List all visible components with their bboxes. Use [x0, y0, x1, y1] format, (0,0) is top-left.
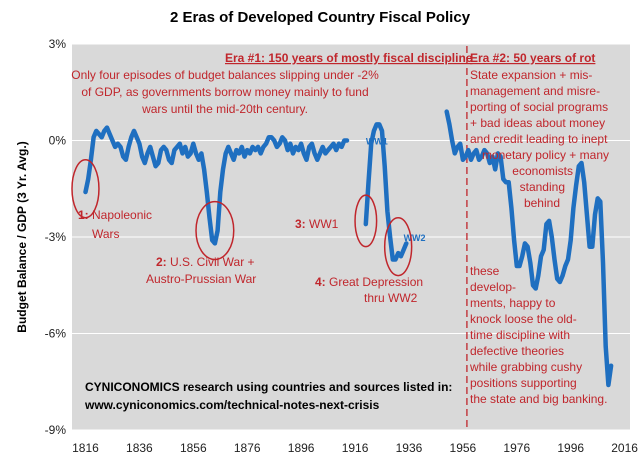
- gridlines: [72, 43, 630, 431]
- era1-line-3: wars until the mid-20th century.: [141, 102, 308, 116]
- x-tick-label: 1836: [126, 441, 153, 455]
- era2-line-3: porting of social programs: [470, 100, 608, 114]
- era2-line-13: knock loose the old-: [470, 312, 577, 326]
- episode-2-label: 2: U.S. Civil War +: [156, 255, 255, 269]
- y-axis-label: Budget Balance / GDP (3 Yr. Avg.): [15, 141, 29, 332]
- x-axis-ticks: 1816 1836 1856 1876 1896 1916 1936 1956 1976 1996…: [72, 441, 638, 455]
- episode-1-label-line-2: Wars: [92, 227, 120, 241]
- highlight-circle: [71, 159, 100, 219]
- era2-line-1: State expansion + mis-: [470, 68, 592, 82]
- era2-line-15: defective theories: [470, 344, 564, 358]
- x-tick-label: 1856: [180, 441, 207, 455]
- chart-title: 2 Eras of Developed Country Fiscal Polic…: [170, 9, 471, 26]
- x-tick-label: 1936: [396, 441, 423, 455]
- x-tick-label: 1876: [234, 441, 261, 455]
- episode-1-label: 1: Napoleonic: [78, 208, 152, 222]
- series-label: WW2: [404, 233, 426, 243]
- series-label: WW1: [366, 137, 388, 147]
- x-tick-label: 1916: [342, 441, 369, 455]
- era1-line-1: Only four episodes of budget balances sl…: [71, 68, 379, 82]
- era2-line-2: management and misre-: [470, 84, 600, 98]
- budget-balance-series: WW1 WW2: [83, 109, 614, 388]
- y-tick-label: 0%: [49, 134, 67, 148]
- era2-line-17: positions supporting: [470, 376, 577, 390]
- x-tick-label: 2016: [611, 441, 638, 455]
- era2-line-4: + bad ideas about money: [470, 116, 605, 130]
- y-tick-label: 3%: [49, 37, 67, 51]
- source-note-line-1: CYNICONOMICS research using countries an…: [85, 380, 452, 394]
- era2-line-18: the state and big banking.: [470, 392, 607, 406]
- highlight-circle: [383, 216, 413, 277]
- x-tick-label: 1896: [288, 441, 315, 455]
- y-tick-label: -3%: [45, 230, 67, 244]
- budget-balance-line: [83, 125, 350, 246]
- era2-line-5: and credit leading to inept: [470, 132, 608, 146]
- y-tick-label: -9%: [45, 423, 67, 437]
- era2-line-10: these: [470, 264, 500, 278]
- era2-line-12: ments, happy to: [470, 296, 556, 310]
- era2-line-6: monetary policy + many: [482, 148, 609, 162]
- era1-line-2: of GDP, as governments borrow money main…: [81, 85, 368, 99]
- x-tick-label: 1816: [72, 441, 99, 455]
- era2-line-11: develop-: [470, 280, 516, 294]
- y-axis-ticks: 3% 0% -3% -6% -9%: [45, 37, 67, 437]
- episode-4-label-line-2: thru WW2: [364, 291, 418, 305]
- era2-line-8: standing: [520, 180, 565, 194]
- episode-2-label-line-2: Austro-Prussian War: [146, 272, 256, 286]
- era2-line-7: economists: [512, 164, 573, 178]
- era2-heading: Era #2: 50 years of rot: [470, 51, 595, 65]
- y-tick-label: -6%: [45, 327, 67, 341]
- episode-circles: [71, 159, 413, 277]
- era2-line-16: while grabbing cushy: [469, 360, 582, 374]
- budget-balance-line: [444, 109, 614, 388]
- era2-line-9: behind: [524, 196, 560, 210]
- episode-4-label: 4: Great Depression: [315, 275, 423, 289]
- episode-3-label: 3: WW1: [295, 217, 339, 231]
- era2-line-14: time discipline with: [470, 328, 570, 342]
- x-tick-label: 1976: [503, 441, 530, 455]
- highlight-circle: [354, 194, 378, 248]
- x-tick-label: 1996: [557, 441, 584, 455]
- era1-heading: Era #1: 150 years of mostly fiscal disci…: [225, 51, 473, 65]
- budget-balance-line: [363, 122, 409, 262]
- highlight-circle: [195, 200, 235, 261]
- x-tick-label: 1956: [450, 441, 477, 455]
- source-note-line-2: www.cyniconomics.com/technical-notes-nex…: [84, 398, 380, 412]
